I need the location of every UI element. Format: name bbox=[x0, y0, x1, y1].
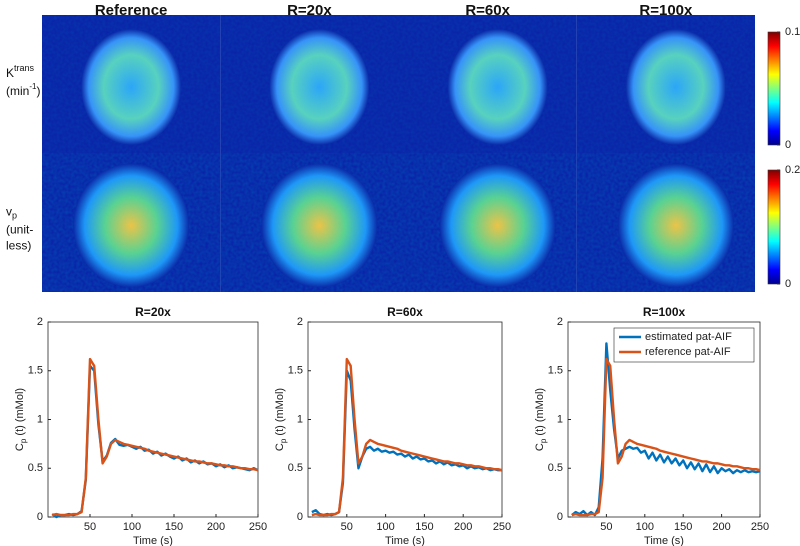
x-tick-label: 100 bbox=[123, 521, 141, 533]
y-tick-label: 0 bbox=[557, 511, 563, 523]
y-tick-label: 0.5 bbox=[548, 462, 563, 474]
data-line bbox=[571, 357, 761, 517]
y-tick-label: 0.5 bbox=[288, 462, 303, 474]
y-tick-label: 1.5 bbox=[28, 365, 43, 377]
y-label-part: C bbox=[14, 443, 26, 451]
row-label-part: ) bbox=[36, 84, 40, 98]
tissue bbox=[261, 163, 378, 288]
row-label-part: (unit- bbox=[6, 223, 33, 237]
data-line bbox=[311, 357, 503, 517]
chart-title: R=20x bbox=[135, 305, 171, 319]
y-tick-label: 1.5 bbox=[548, 365, 563, 377]
tissue bbox=[269, 29, 370, 145]
y-label-sub: p bbox=[279, 438, 288, 443]
x-tick-label: 100 bbox=[376, 521, 394, 533]
row-label: less) bbox=[6, 239, 31, 253]
y-tick-label: 2 bbox=[557, 316, 563, 328]
column-header: R=20x bbox=[287, 2, 332, 19]
y-tick-label: 2 bbox=[37, 316, 43, 328]
tissue bbox=[617, 163, 734, 288]
tissue bbox=[447, 29, 548, 145]
tissue bbox=[81, 29, 182, 145]
y-label-part: (t) (mMol) bbox=[534, 388, 546, 439]
colorbar-tick-label: 0 bbox=[785, 278, 791, 290]
y-axis-label: Cp (t) (mMol) bbox=[274, 388, 288, 451]
row-label: vp bbox=[6, 205, 17, 221]
colorbar bbox=[767, 169, 781, 285]
y-label-part: (t) (mMol) bbox=[14, 388, 26, 439]
legend-label: reference pat-AIF bbox=[645, 346, 731, 358]
legend-label: estimated pat-AIF bbox=[645, 331, 732, 343]
x-axis-label: Time (s) bbox=[385, 535, 425, 546]
colorbar bbox=[767, 31, 781, 146]
x-tick-label: 100 bbox=[636, 521, 654, 533]
y-label-part: C bbox=[534, 443, 546, 451]
plot-area bbox=[47, 321, 259, 518]
y-tick-label: 0 bbox=[37, 511, 43, 523]
row-label-main: K bbox=[6, 66, 14, 80]
x-tick-label: 150 bbox=[165, 521, 183, 533]
row-label: (min-1) bbox=[6, 82, 40, 98]
x-tick-label: 250 bbox=[751, 521, 769, 533]
colorbar-tick-label: 0.1 bbox=[785, 26, 800, 38]
x-tick-label: 200 bbox=[712, 521, 730, 533]
column-header: Reference bbox=[95, 2, 168, 19]
row-label-part: (min bbox=[6, 84, 29, 98]
x-tick-label: 50 bbox=[84, 521, 96, 533]
y-tick-label: 0 bbox=[297, 511, 303, 523]
x-tick-label: 250 bbox=[493, 521, 511, 533]
y-tick-label: 1.5 bbox=[288, 365, 303, 377]
chart-title: R=60x bbox=[387, 305, 423, 319]
x-tick-label: 150 bbox=[415, 521, 433, 533]
row-label-sup: -1 bbox=[29, 82, 37, 91]
y-tick-label: 1 bbox=[37, 413, 43, 425]
row-label-script: trans bbox=[14, 63, 35, 73]
legend bbox=[613, 327, 755, 363]
colorbar-tick-label: 0 bbox=[785, 139, 791, 151]
x-tick-label: 200 bbox=[454, 521, 472, 533]
y-label-part: C bbox=[274, 443, 286, 451]
row-label: (unit- bbox=[6, 223, 33, 237]
colorbar-tick-label: 0.2 bbox=[785, 164, 800, 176]
y-label-part: (t) (mMol) bbox=[274, 388, 286, 439]
y-tick-label: 0.5 bbox=[28, 462, 43, 474]
chart-title: R=100x bbox=[643, 305, 686, 319]
y-label-sub: p bbox=[539, 438, 548, 443]
y-tick-label: 2 bbox=[297, 316, 303, 328]
y-axis-label: Cp (t) (mMol) bbox=[14, 388, 28, 451]
x-axis-label: Time (s) bbox=[133, 535, 173, 546]
x-tick-label: 250 bbox=[249, 521, 267, 533]
y-label-sub: p bbox=[19, 438, 28, 443]
x-tick-label: 50 bbox=[600, 521, 612, 533]
y-axis-label: Cp (t) (mMol) bbox=[534, 388, 548, 451]
tissue bbox=[625, 29, 726, 145]
tissue bbox=[73, 163, 190, 288]
x-tick-label: 150 bbox=[674, 521, 692, 533]
row-label-main: v bbox=[6, 205, 12, 219]
plot-area bbox=[307, 321, 503, 518]
x-tick-label: 50 bbox=[341, 521, 353, 533]
y-tick-label: 1 bbox=[557, 413, 563, 425]
row-label-script: p bbox=[12, 211, 17, 221]
x-axis-label: Time (s) bbox=[644, 535, 684, 546]
y-tick-label: 1 bbox=[297, 413, 303, 425]
data-line bbox=[51, 357, 259, 517]
column-header: R=60x bbox=[465, 2, 510, 19]
column-header: R=100x bbox=[639, 2, 693, 19]
row-label: Ktrans bbox=[6, 63, 35, 80]
image-grid: Reference R=20x R=60x R=100x Ktrans (min-1) 0 0… bbox=[6, 2, 800, 292]
tissue bbox=[439, 163, 556, 288]
x-tick-label: 200 bbox=[207, 521, 225, 533]
